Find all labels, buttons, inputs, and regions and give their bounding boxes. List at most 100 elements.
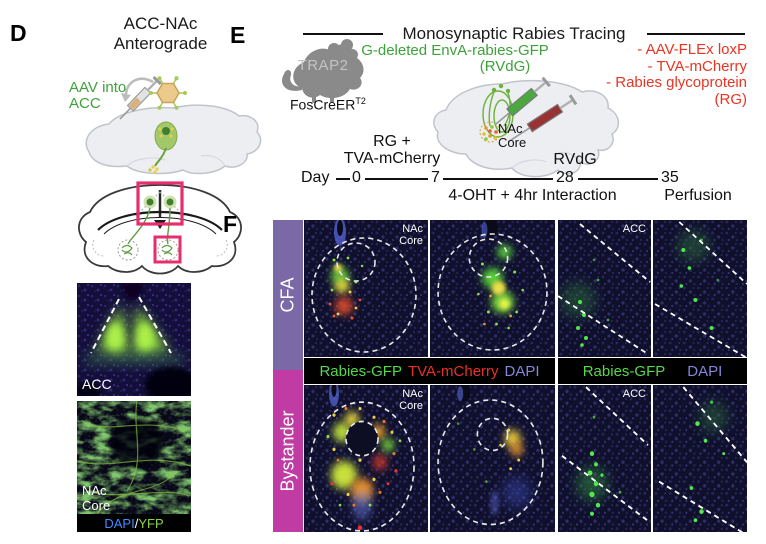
tva-line: TVA-mCherry — [343, 150, 441, 167]
dapi-legend: DAPI — [504, 362, 540, 380]
yfp-legend-entry: YFP — [138, 515, 164, 531]
aav-injection-label: AAV into ACC — [69, 80, 126, 112]
syringe-icon — [119, 75, 162, 120]
dashed-boundary — [579, 223, 651, 283]
nac-core-site-label: NAc Core — [498, 122, 526, 150]
dashed-boundary — [309, 401, 415, 532]
acc-micrograph-label: ACC — [82, 376, 112, 392]
dashed-boundary — [585, 386, 649, 446]
cfa-acc-micrograph-2 — [653, 220, 747, 357]
acc-labeled-region — [148, 121, 178, 174]
bystander-nac-micrograph-2 — [430, 385, 555, 532]
genotype-superscript: T2 — [355, 96, 366, 106]
aav-virus-icon — [149, 76, 187, 110]
region-line2: Core — [399, 400, 423, 412]
helper-syringe-icon — [507, 94, 578, 143]
dashed-boundary — [678, 221, 747, 285]
acc-neurons — [127, 195, 177, 245]
site-line2: Core — [498, 135, 527, 150]
rvdg-reagent-line2: (RVdG) — [479, 58, 531, 75]
nac-fiber-micrograph: NAc Core DAPI / YFP — [77, 401, 191, 532]
genotype-text: FosCreER — [290, 96, 356, 113]
aav-reagent-list: - AAV-FLEx loxP - TVA-mCherry - Rabies g… — [595, 41, 748, 108]
timeline-tick-28: 28 — [556, 169, 574, 186]
mouse-strain-label: TRAP2 — [297, 57, 349, 74]
dashed-boundary — [658, 480, 744, 532]
bystander-nac-micrograph-1: NAc Core — [304, 385, 428, 532]
region-line2: Core — [399, 235, 423, 247]
nac-core-region-label: NAc Core — [399, 223, 423, 247]
rvdg-reagent-line1: G-deleted EnvA-rabies-GFP — [361, 42, 549, 59]
timeline-note-rg-tva: RG + TVA-mCherry — [322, 133, 462, 167]
nac-highlight-box — [153, 235, 182, 264]
rabies-gfp-legend: Rabies-GFP — [319, 362, 402, 380]
coronal-section-diagram — [78, 181, 242, 275]
cfa-nac-micrograph-2 — [430, 220, 555, 357]
rabies-gfp-legend: Rabies-GFP — [582, 362, 666, 380]
rvdg-syringe-icon — [495, 76, 551, 125]
dashed-boundary — [311, 237, 417, 353]
nac-core-region-label: NAc Core — [399, 388, 423, 412]
dashed-boundary — [90, 298, 120, 354]
timeline-note-rvdg: RVdG — [553, 151, 597, 168]
panel-d-title-line1: ACC-NAc — [123, 14, 198, 33]
timeline-note-interaction: 4-OHT + 4hr Interaction — [448, 187, 617, 204]
title-rule-left — [303, 33, 383, 35]
region-line1: NAc — [402, 223, 423, 235]
rabies-injection-diagram — [433, 76, 620, 178]
timeline-segment — [365, 178, 428, 180]
trap2-mouse-icon — [282, 39, 364, 103]
nac-micrograph-label-line2: Core — [82, 498, 111, 513]
anterograde-injection-diagram — [85, 75, 262, 175]
timeline-segment — [443, 178, 553, 180]
aav-injection-line2: ACC — [69, 95, 101, 112]
reagent-item: - TVA-mCherry — [647, 57, 747, 75]
nac-stain-legend: Rabies-GFP TVA-mCherry DAPI — [304, 358, 555, 384]
nac-core-cluster — [479, 121, 501, 143]
reagent-item: - AAV-FLEx loxP — [637, 41, 747, 58]
panel-d-title: ACC-NAc Anterograde — [83, 14, 238, 54]
title-rule-right — [647, 33, 745, 35]
cfa-row-bar: CFA — [273, 220, 303, 370]
acc-stain-legend: Rabies-GFP DAPI — [558, 358, 747, 384]
dapi-legend-entry: DAPI — [104, 515, 135, 531]
brain-outline — [433, 80, 620, 178]
coronal-outline — [78, 184, 242, 275]
cfa-row-label: CFA — [277, 277, 298, 313]
reagent-item: - Rabies glycoprotein — [606, 74, 747, 91]
timeline-note-perfusion: Perfusion — [664, 187, 732, 204]
reagent-item: (RG) — [714, 90, 748, 108]
stain-legend: DAPI / YFP — [77, 514, 191, 532]
dashed-boundary — [476, 417, 509, 452]
dashed-boundary — [437, 233, 548, 351]
nac-targets — [117, 239, 179, 261]
aav-injection-line1: AAV into — [69, 79, 127, 96]
acc-expression-micrograph: ACC — [77, 283, 191, 396]
acc-region-label: ACC — [622, 388, 646, 400]
nac-micrograph-label-line1: NAc — [82, 483, 107, 498]
arrow-virus-to-syringe — [121, 77, 154, 102]
dashed-boundary — [682, 386, 747, 463]
cfa-acc-micrograph-1: ACC — [558, 220, 651, 357]
yfp-fibers — [77, 401, 191, 514]
rg-line: RG + — [373, 133, 411, 150]
dashed-boundary — [345, 420, 379, 457]
dashed-boundary — [336, 242, 376, 282]
panel-d-title-line2: Anterograde — [113, 34, 208, 53]
region-line1: NAc — [402, 388, 423, 400]
acc-highlight-box — [136, 181, 184, 226]
timeline-tick-7: 7 — [431, 169, 440, 186]
bystander-row-bar: Bystander — [273, 370, 303, 532]
dashed-boundary — [437, 399, 544, 526]
timeline-tick-35: 35 — [661, 169, 679, 186]
dapi-legend: DAPI — [687, 362, 723, 380]
panel-e-label: E — [230, 22, 246, 48]
site-line1: NAc — [498, 121, 523, 136]
timeline-segment — [578, 178, 658, 180]
bystander-row-label: Bystander — [277, 410, 298, 492]
tva-mcherry-legend: TVA-mCherry — [407, 362, 499, 380]
panel-e-title: Monosynaptic Rabies Tracing — [402, 24, 626, 43]
timeline-axis-label: Day — [301, 169, 330, 186]
timeline-tick-0: 0 — [352, 169, 361, 186]
